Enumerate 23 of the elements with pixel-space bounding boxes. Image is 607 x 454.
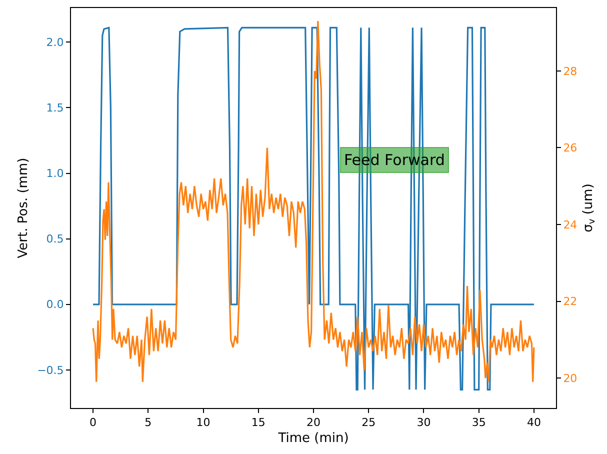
x-axis-title: Time (min) xyxy=(277,430,349,446)
y2-tick-label: 22 xyxy=(563,295,578,308)
y-tick-label: −0.5 xyxy=(37,364,64,377)
y2-tick-label: 28 xyxy=(563,64,578,78)
x-tick-label: 10 xyxy=(196,416,210,430)
x-tick-label: 25 xyxy=(362,416,376,430)
y-tick-label: 0.0 xyxy=(46,298,64,312)
y-axis-title: Vert. Pos. (mm) xyxy=(16,158,32,258)
y-tick-label: 1.5 xyxy=(46,102,64,115)
y-tick-label: 1.0 xyxy=(46,167,64,180)
annotation: Feed Forward xyxy=(344,151,445,169)
x-tick-label: 20 xyxy=(306,416,320,430)
x-tick-label: 5 xyxy=(144,416,152,430)
y2-tick-label: 26 xyxy=(563,142,578,155)
x-tick-label: 15 xyxy=(251,416,266,430)
x-tick-label: 0 xyxy=(90,416,97,430)
y-tick-label: 0.5 xyxy=(46,232,64,246)
y2-tick-label: 20 xyxy=(563,372,578,385)
x-tick-label: 40 xyxy=(526,416,541,430)
x-tick-label: 30 xyxy=(416,416,431,430)
y-tick-label: 2.0 xyxy=(46,36,64,49)
y2-tick-label: 24 xyxy=(563,218,578,232)
x-tick-label: 35 xyxy=(472,416,486,430)
